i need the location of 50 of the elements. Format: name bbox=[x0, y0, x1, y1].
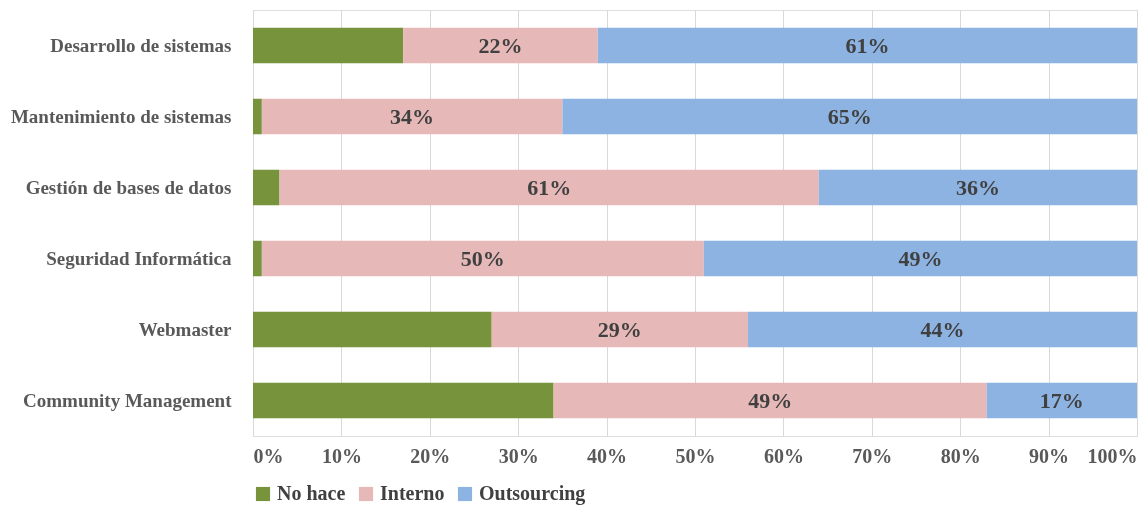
data-label: 61% bbox=[527, 174, 572, 200]
bar bbox=[279, 169, 819, 206]
x-tick-label: 60% bbox=[763, 444, 804, 467]
bar bbox=[818, 169, 1137, 206]
data-label: 36% bbox=[955, 174, 1000, 200]
data-label: 50% bbox=[460, 245, 505, 271]
x-tick-label: 70% bbox=[852, 444, 893, 467]
y-tick-label: Webmaster bbox=[138, 318, 233, 340]
bar bbox=[253, 98, 262, 135]
data-label: 49% bbox=[898, 245, 943, 271]
bar bbox=[703, 240, 1137, 277]
x-tick-label: 40% bbox=[587, 444, 628, 467]
legend-label: Outsourcing bbox=[479, 482, 586, 505]
bar bbox=[403, 27, 598, 64]
bar bbox=[261, 240, 704, 277]
y-tick-label: Desarrollo de sistemas bbox=[50, 34, 232, 56]
bar bbox=[253, 240, 262, 277]
bar bbox=[253, 382, 554, 419]
bar bbox=[261, 98, 563, 135]
data-label: 22% bbox=[478, 32, 523, 58]
data-label: 61% bbox=[845, 32, 890, 58]
y-tick-label: Seguridad Informática bbox=[46, 247, 232, 269]
data-label: 34% bbox=[390, 103, 435, 129]
x-tick-label: 30% bbox=[498, 444, 539, 467]
bar bbox=[748, 311, 1137, 348]
bar bbox=[253, 169, 280, 206]
y-tick-label: Gestión de bases de datos bbox=[25, 176, 232, 198]
bar bbox=[253, 27, 404, 64]
legend-label: No hace bbox=[277, 482, 346, 504]
bar bbox=[986, 382, 1137, 419]
x-tick-label: 100% bbox=[1087, 444, 1138, 467]
data-label: 65% bbox=[827, 103, 872, 129]
legend-label: Interno bbox=[380, 482, 445, 504]
x-tick-label: 90% bbox=[1029, 444, 1070, 467]
bar bbox=[597, 27, 1137, 64]
x-tick-label: 80% bbox=[940, 444, 981, 467]
data-label: 49% bbox=[748, 387, 793, 413]
data-label: 17% bbox=[1039, 387, 1084, 413]
data-label: 29% bbox=[597, 316, 642, 342]
y-tick-label: Community Management bbox=[23, 389, 233, 411]
data-label: 44% bbox=[920, 316, 965, 342]
x-tick-label: 20% bbox=[410, 444, 451, 467]
bar bbox=[553, 382, 987, 419]
y-tick-label: Mantenimiento de sistemas bbox=[10, 105, 232, 127]
x-tick-label: 0% bbox=[253, 444, 284, 467]
bar bbox=[253, 311, 492, 348]
bar bbox=[491, 311, 749, 348]
x-tick-label: 50% bbox=[675, 444, 716, 467]
x-tick-label: 10% bbox=[321, 444, 362, 467]
bar bbox=[562, 98, 1137, 135]
